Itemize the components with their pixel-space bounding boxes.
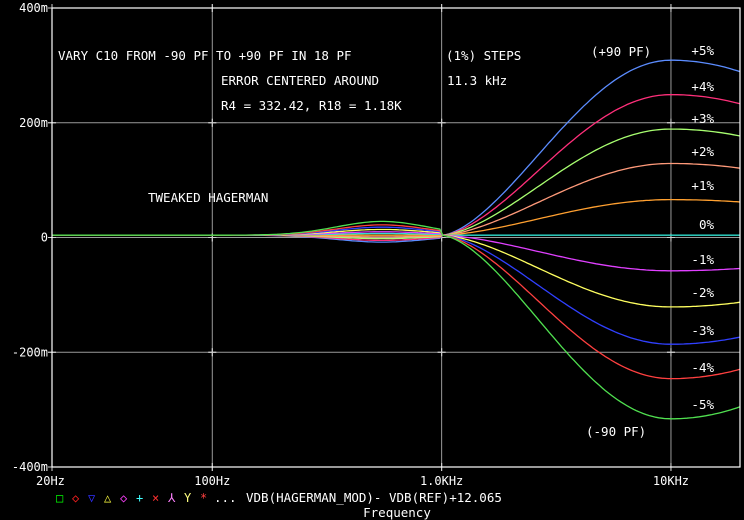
series-label: +1% [691,178,714,193]
trace-marker: ◇ [72,491,80,505]
trace-marker: ▽ [88,491,96,505]
annotation-steps: (1%) STEPS [446,48,521,63]
series-label: -1% [691,252,714,267]
y-tick-label: -200m [12,345,48,359]
trace-markers: □ ◇ ▽ △ ◇ + × ⅄ Y * [56,491,207,505]
trace-marker: × [152,491,159,505]
curve-minus5pct [52,220,741,420]
series-label: -4% [691,360,714,375]
y-tick-label: 400m [19,1,48,15]
curve-minus4pct [52,224,741,380]
series-label: +4% [691,79,714,94]
trace-marker: + [136,491,143,505]
y-tick-label: -400m [12,460,48,474]
trace-marker: ⅄ [167,491,176,505]
x-tick-label: 10KHz [653,474,689,488]
plot-curves [52,59,741,420]
annotation-minus-90pf: (-90 PF) [586,424,646,439]
annotation-vary-c10: VARY C10 FROM -90 PF TO +90 PF IN 18 PF [58,48,352,63]
plot-frame [51,7,741,468]
curve-minus2pct [52,228,741,308]
trace-marker: Y [184,491,192,505]
series-label: +2% [691,144,714,159]
trace-marker: □ [56,491,63,505]
x-tick-label: 1.0KHz [420,474,463,488]
x-tick-label: 20Hz [36,474,65,488]
trace-marker: ◇ [120,491,128,505]
series-label: -3% [691,323,714,338]
series-label: -2% [691,285,714,300]
curve-plus5pct [52,59,741,243]
trace-legend: □ ◇ ▽ △ ◇ + × ⅄ Y * ... VDB(HAGERMAN_MOD)- VDB(RE… [56,490,502,505]
y-tick-label: 200m [19,116,48,130]
series-labels: +5% +4% +3% +2% +1% 0% -1% -2% -3% -4% -5% [691,43,714,412]
curve-plus4pct [52,93,741,242]
trace-marker: △ [104,491,112,505]
series-label: 0% [699,217,715,232]
x-tick-label: 100Hz [194,474,230,488]
curve-minus3pct [52,226,741,345]
series-label: +5% [691,43,714,58]
trace-ellipsis: ... [214,490,237,505]
series-label: +3% [691,111,714,126]
y-tick-label: 0 [41,231,48,245]
annotation-plus-90pf: (+90 PF) [591,44,651,59]
trace-marker: * [200,491,207,505]
annotation-error-centered: ERROR CENTERED AROUND [221,73,379,88]
annotation-frequency: 11.3 kHz [447,73,507,88]
trace-label: VDB(HAGERMAN_MOD)- VDB(REF)+12.065 [246,490,502,505]
annotation-resistor-values: R4 = 332.42, R18 = 1.18K [221,98,402,113]
series-label: -5% [691,397,714,412]
annotation-tweaked-hagerman: TWEAKED HAGERMAN [148,190,268,205]
x-axis-label: Frequency [363,505,431,520]
